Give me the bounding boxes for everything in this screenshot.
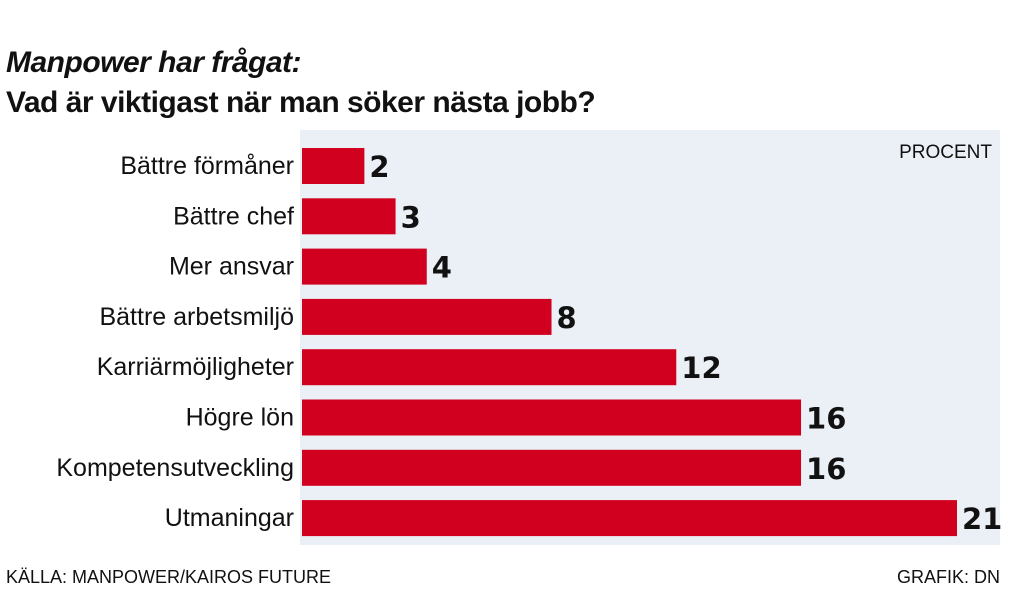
category-label: Bättre chef [173,202,294,230]
value-label: 16 [806,402,846,436]
bar [302,349,677,386]
category-label: Högre lön [186,404,294,432]
bar [302,500,957,537]
value-label: 12 [681,351,721,385]
value-label: 16 [806,452,846,486]
value-label: 3 [401,200,421,234]
category-label: Kompetensutveckling [56,454,294,482]
bar [302,248,427,285]
value-label: 21 [962,502,1002,536]
source-note: KÄLLA: MANPOWER/KAIROS FUTURE [6,567,332,587]
category-label: Karriärmöjligheter [97,353,294,381]
category-label: Mer ansvar [169,253,294,281]
value-label: 2 [369,150,389,184]
bar [302,298,552,335]
chart-title: Vad är viktigast när man söker nästa job… [6,86,596,119]
category-label: Bättre arbetsmiljö [99,303,294,331]
graphic-credit: GRAFIK: DN [896,567,1000,587]
bar [302,198,396,235]
category-label: Bättre förmåner [120,152,294,180]
category-label: Utmaningar [165,504,294,532]
bar [302,399,802,436]
value-label: 8 [557,301,577,335]
bar [302,449,802,486]
chart-kicker: Manpower har frågat: [6,46,302,79]
bar [302,148,365,184]
unit-label: PROCENT [899,142,992,163]
value-label: 4 [432,251,452,285]
